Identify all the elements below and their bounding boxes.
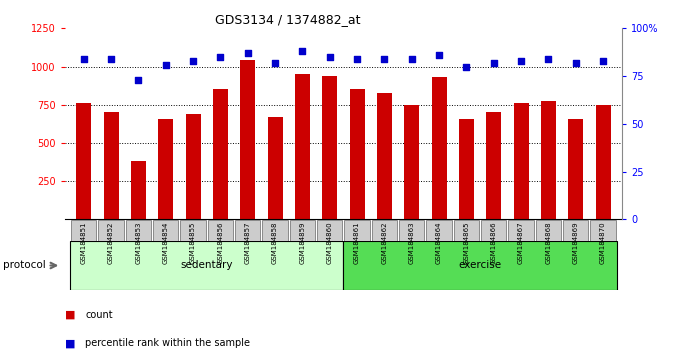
- Text: GSM184864: GSM184864: [436, 221, 442, 264]
- FancyBboxPatch shape: [454, 220, 479, 241]
- Point: [242, 50, 253, 56]
- Bar: [295, 74, 310, 219]
- Point: [571, 60, 581, 65]
- Point: [598, 58, 609, 64]
- Point: [188, 58, 199, 64]
- FancyBboxPatch shape: [426, 220, 452, 241]
- Text: GSM184863: GSM184863: [409, 221, 415, 264]
- Text: GSM184861: GSM184861: [354, 221, 360, 264]
- Bar: [240, 60, 255, 219]
- Point: [105, 56, 116, 62]
- FancyBboxPatch shape: [71, 220, 97, 241]
- FancyBboxPatch shape: [372, 220, 397, 241]
- Text: GSM184862: GSM184862: [381, 221, 388, 264]
- FancyBboxPatch shape: [509, 220, 534, 241]
- FancyBboxPatch shape: [262, 220, 288, 241]
- Text: GSM184854: GSM184854: [163, 221, 169, 264]
- Bar: [541, 101, 556, 219]
- Text: GSM184866: GSM184866: [491, 221, 496, 264]
- Bar: [404, 105, 420, 219]
- Point: [488, 60, 499, 65]
- Point: [215, 54, 226, 60]
- FancyBboxPatch shape: [290, 220, 315, 241]
- Point: [297, 48, 308, 54]
- Bar: [131, 161, 146, 219]
- FancyBboxPatch shape: [235, 220, 260, 241]
- Bar: [267, 117, 283, 219]
- Text: GSM184869: GSM184869: [573, 221, 579, 264]
- FancyBboxPatch shape: [126, 220, 151, 241]
- FancyBboxPatch shape: [70, 241, 343, 290]
- Point: [160, 62, 171, 68]
- FancyBboxPatch shape: [536, 220, 561, 241]
- Point: [270, 60, 281, 65]
- Point: [461, 64, 472, 69]
- Text: GSM184851: GSM184851: [81, 221, 87, 264]
- Point: [515, 58, 526, 64]
- Text: GSM184870: GSM184870: [600, 221, 606, 264]
- Bar: [377, 92, 392, 219]
- Bar: [513, 103, 528, 219]
- FancyBboxPatch shape: [180, 220, 205, 241]
- Bar: [213, 89, 228, 219]
- Text: GSM184867: GSM184867: [518, 221, 524, 264]
- FancyBboxPatch shape: [153, 220, 178, 241]
- Point: [324, 54, 335, 60]
- Text: GSM184868: GSM184868: [545, 221, 551, 264]
- FancyBboxPatch shape: [399, 220, 424, 241]
- Text: GSM184858: GSM184858: [272, 221, 278, 264]
- Bar: [568, 119, 583, 219]
- Text: GSM184855: GSM184855: [190, 221, 196, 264]
- Bar: [459, 119, 474, 219]
- Point: [133, 77, 144, 83]
- Text: sedentary: sedentary: [180, 261, 233, 270]
- Bar: [350, 89, 364, 219]
- Text: GSM184852: GSM184852: [108, 221, 114, 264]
- Point: [78, 56, 89, 62]
- Title: GDS3134 / 1374882_at: GDS3134 / 1374882_at: [215, 13, 360, 26]
- FancyBboxPatch shape: [343, 241, 617, 290]
- FancyBboxPatch shape: [563, 220, 588, 241]
- Bar: [186, 114, 201, 219]
- Text: GSM184853: GSM184853: [135, 221, 141, 264]
- Text: ■: ■: [65, 310, 75, 320]
- Bar: [432, 77, 447, 219]
- FancyBboxPatch shape: [590, 220, 615, 241]
- Text: GSM184860: GSM184860: [326, 221, 333, 264]
- FancyBboxPatch shape: [345, 220, 370, 241]
- Point: [379, 56, 390, 62]
- Text: GSM184865: GSM184865: [463, 221, 469, 264]
- FancyBboxPatch shape: [317, 220, 342, 241]
- Bar: [322, 76, 337, 219]
- Text: count: count: [85, 310, 113, 320]
- Text: GSM184859: GSM184859: [299, 221, 305, 264]
- Bar: [103, 113, 118, 219]
- Point: [543, 56, 554, 62]
- Text: ■: ■: [65, 338, 75, 348]
- Text: GSM184856: GSM184856: [218, 221, 224, 264]
- Point: [434, 52, 445, 58]
- FancyBboxPatch shape: [481, 220, 507, 241]
- Bar: [76, 103, 91, 219]
- Bar: [486, 113, 501, 219]
- FancyBboxPatch shape: [208, 220, 233, 241]
- Text: exercise: exercise: [458, 261, 502, 270]
- Bar: [596, 105, 611, 219]
- Bar: [158, 119, 173, 219]
- Point: [406, 56, 417, 62]
- Text: percentile rank within the sample: percentile rank within the sample: [85, 338, 250, 348]
- Text: GSM184857: GSM184857: [245, 221, 251, 264]
- FancyBboxPatch shape: [99, 220, 124, 241]
- Text: protocol: protocol: [3, 261, 46, 270]
- Point: [352, 56, 362, 62]
